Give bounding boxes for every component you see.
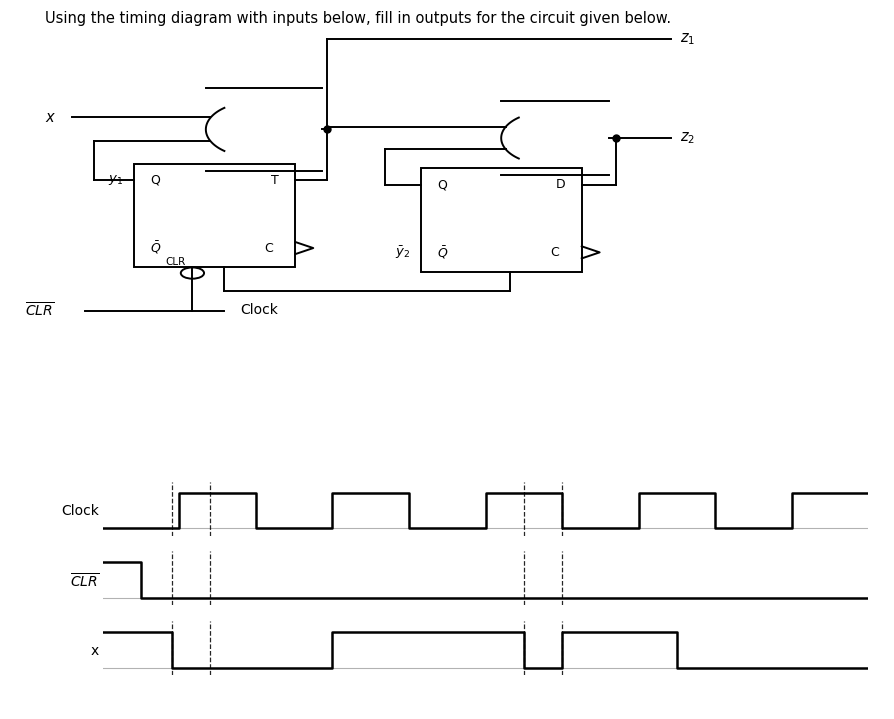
Text: C: C <box>550 246 559 259</box>
Circle shape <box>181 267 204 279</box>
Text: T: T <box>271 174 279 187</box>
Text: x: x <box>45 110 54 125</box>
Text: $\bar{Q}$: $\bar{Q}$ <box>436 244 448 260</box>
Text: Q: Q <box>150 174 160 187</box>
Text: $\overline{CLR}$: $\overline{CLR}$ <box>70 572 99 590</box>
Text: C: C <box>264 242 273 255</box>
Text: $y_1$: $y_1$ <box>108 173 123 188</box>
Bar <box>420 168 581 272</box>
Text: $\bar{y}_2$: $\bar{y}_2$ <box>394 244 409 261</box>
Text: Clock: Clock <box>240 303 278 317</box>
Text: Using the timing diagram with inputs below, fill in outputs for the circuit give: Using the timing diagram with inputs bel… <box>45 11 670 26</box>
Text: $z_1$: $z_1$ <box>679 31 695 47</box>
Text: $\overline{CLR}$: $\overline{CLR}$ <box>25 301 54 320</box>
Bar <box>134 164 295 267</box>
Text: Clock: Clock <box>61 505 99 518</box>
Text: $\bar{Q}$: $\bar{Q}$ <box>150 240 162 256</box>
Text: D: D <box>555 178 565 191</box>
Text: x: x <box>91 644 99 658</box>
Text: CLR: CLR <box>165 257 186 267</box>
Text: Q: Q <box>436 178 446 191</box>
Text: $z_2$: $z_2$ <box>679 130 695 146</box>
